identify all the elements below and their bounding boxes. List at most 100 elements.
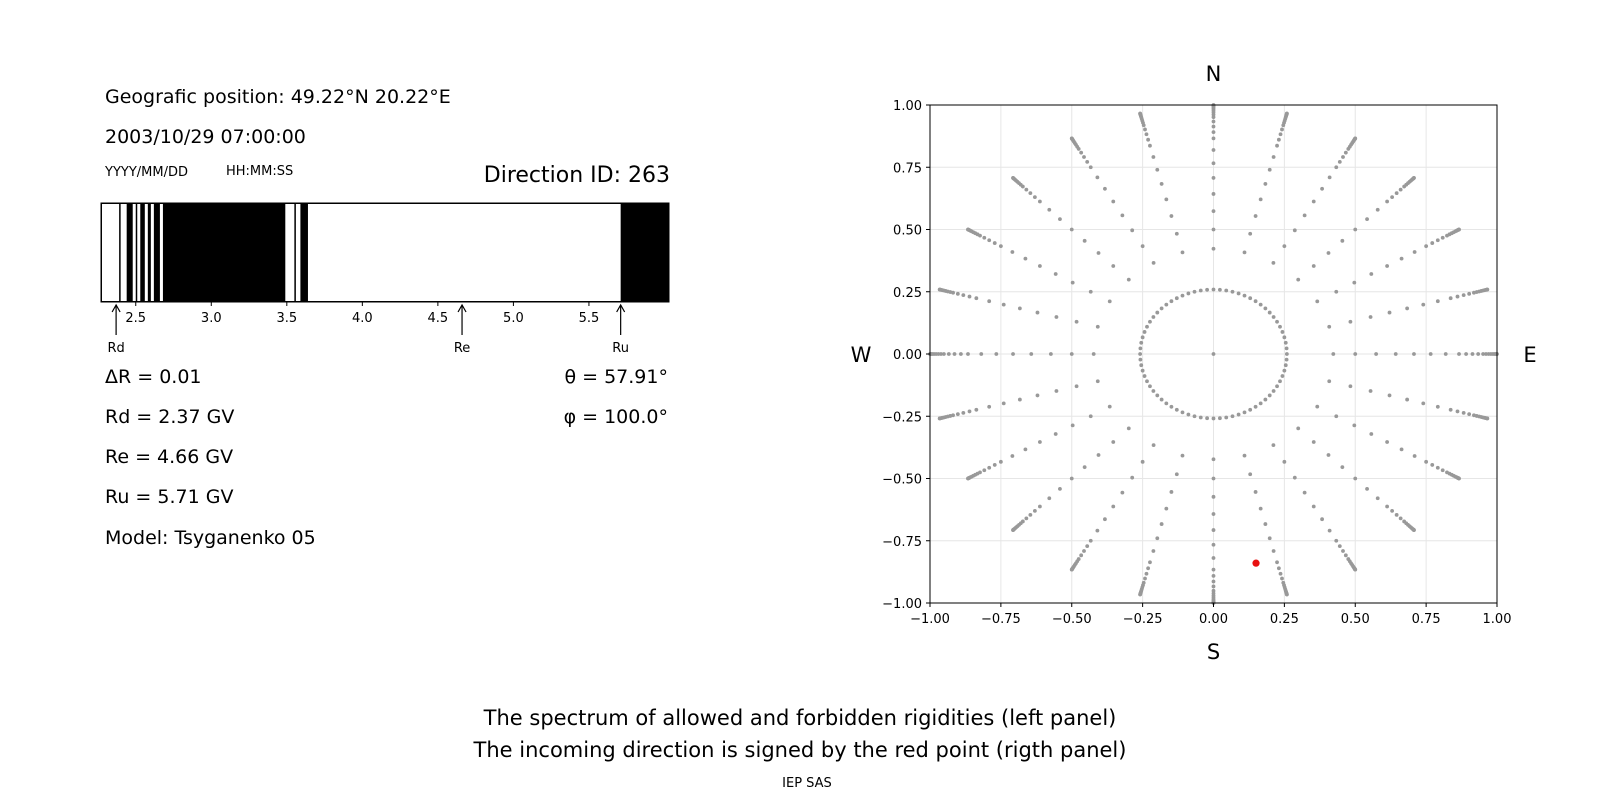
direction-point <box>974 407 979 412</box>
direction-point <box>1340 238 1345 243</box>
direction-point <box>1412 352 1416 356</box>
direction-point <box>1278 132 1283 137</box>
spectrum-tick-label: 4.5 <box>428 311 449 326</box>
direction-point <box>1283 363 1288 368</box>
direction-point <box>1211 192 1216 196</box>
direction-point <box>1079 150 1084 155</box>
direction-point <box>992 463 997 467</box>
direction-point <box>1211 161 1216 166</box>
direction-point <box>961 293 966 298</box>
geographic-position: Geografic position: 49.22°N 20.22°E <box>105 86 451 108</box>
direction-point <box>1283 340 1288 345</box>
direction-point <box>1047 496 1052 501</box>
direction-point <box>1448 296 1453 301</box>
direction-point <box>1205 416 1210 421</box>
rd-value: Rd = 2.37 GV <box>105 406 235 428</box>
direction-point <box>1164 197 1169 202</box>
direction-point <box>1393 352 1398 356</box>
forbidden-band <box>126 203 133 302</box>
direction-point <box>1315 299 1320 304</box>
direction-point <box>1095 324 1100 329</box>
direction-point <box>1412 528 1416 532</box>
direction-point <box>1385 199 1390 204</box>
direction-point <box>1334 538 1339 543</box>
direction-point <box>1211 246 1216 251</box>
direction-point <box>974 296 979 301</box>
direction-point <box>1139 363 1144 368</box>
direction-point <box>1159 182 1164 186</box>
direction-point <box>1271 389 1276 393</box>
direction-point <box>1143 127 1147 132</box>
direction-point <box>1164 302 1169 307</box>
direction-point <box>1095 175 1100 180</box>
x-tick-label: −0.75 <box>981 612 1021 627</box>
direction-point <box>1011 176 1015 180</box>
forbidden-band <box>300 203 308 302</box>
direction-point <box>1211 176 1216 180</box>
direction-point <box>1107 299 1112 304</box>
direction-point <box>1211 227 1216 232</box>
direction-point <box>1148 143 1152 148</box>
direction-point <box>1284 357 1289 362</box>
direction-point <box>1085 159 1090 164</box>
direction-point <box>1069 227 1074 232</box>
direction-point <box>941 352 946 356</box>
direction-point <box>1331 352 1336 356</box>
direction-point <box>1155 393 1160 398</box>
direction-point <box>1412 176 1416 180</box>
direction-point <box>961 410 966 415</box>
marker-arrowhead-rd <box>111 303 121 313</box>
model-name: Model: Tsyganenko 05 <box>105 527 316 549</box>
direction-point <box>1010 454 1015 458</box>
direction-point <box>1144 571 1149 576</box>
direction-point <box>1385 440 1390 444</box>
spectrum-border <box>100 202 670 303</box>
direction-point <box>1476 352 1481 356</box>
direction-point <box>1138 357 1143 362</box>
direction-point <box>1058 486 1062 491</box>
direction-point <box>1079 553 1084 558</box>
direction-point <box>1271 443 1276 448</box>
direction-point <box>1440 235 1445 240</box>
direction-point <box>1126 426 1131 431</box>
direction-point <box>1107 404 1112 409</box>
direction-point <box>1280 374 1285 378</box>
compass-east: E <box>1523 343 1536 367</box>
marker-arrowhead-ru <box>616 303 626 313</box>
direction-point <box>1242 410 1247 415</box>
direction-point <box>1424 244 1429 249</box>
direction-point <box>1365 217 1369 222</box>
direction-point <box>1405 306 1410 311</box>
direction-point <box>967 409 972 414</box>
direction-point <box>1242 250 1247 255</box>
direction-point <box>1369 272 1374 276</box>
direction-point <box>1353 136 1358 141</box>
direction-point <box>937 416 942 421</box>
direction-point <box>1275 143 1279 148</box>
direction-point <box>1140 335 1145 340</box>
direction-point <box>1224 288 1229 293</box>
direction-point <box>1278 379 1282 384</box>
direction-point <box>1111 199 1116 204</box>
caption-line-1: The spectrum of allowed and forbidden ri… <box>483 706 1117 730</box>
direction-point <box>1069 567 1074 572</box>
direction-point <box>1302 213 1307 218</box>
direction-point <box>1271 155 1276 159</box>
direction-point <box>1155 167 1160 172</box>
direction-point <box>1275 384 1279 389</box>
direction-point <box>1095 379 1100 384</box>
direction-point <box>1138 111 1143 116</box>
direction-point <box>1263 306 1268 311</box>
direction-point <box>1169 299 1174 304</box>
direction-point <box>1069 136 1074 141</box>
direction-point <box>1230 414 1235 419</box>
direction-point <box>1139 340 1144 345</box>
direction-point <box>1169 214 1174 218</box>
direction-point <box>1282 368 1287 373</box>
direction-point <box>1074 384 1079 389</box>
direction-point <box>1284 111 1289 116</box>
direction-point <box>1448 407 1453 412</box>
direction-point <box>1435 238 1440 243</box>
marker-label-rd: Rd <box>107 341 124 356</box>
direction-point <box>1284 352 1289 356</box>
